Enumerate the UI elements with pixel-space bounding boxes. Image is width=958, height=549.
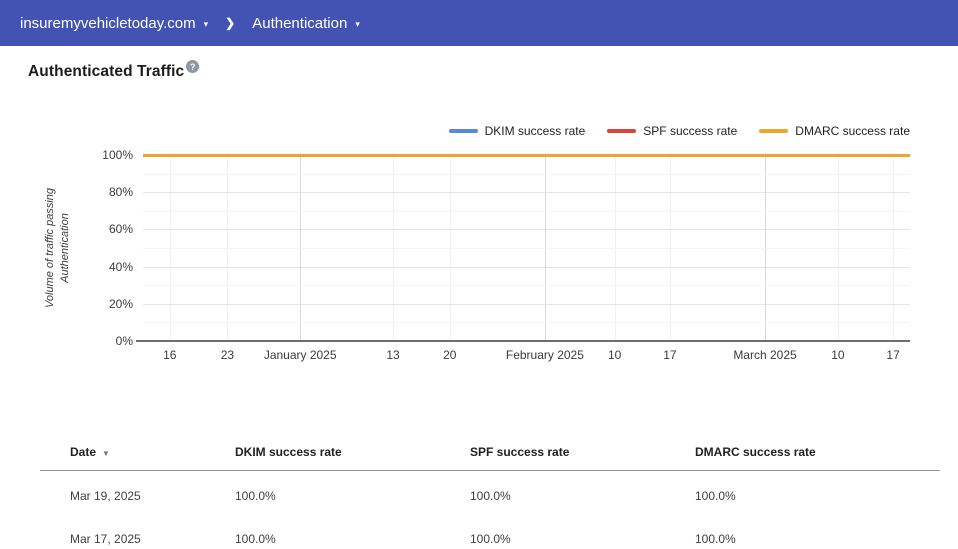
gridline-horizontal <box>143 210 910 212</box>
column-header-spf[interactable]: SPF success rate <box>470 445 570 459</box>
y-axis-title-line: Volume of traffic passing <box>44 187 56 309</box>
chart-legend: DKIM success rate SPF success rate DMARC s… <box>448 124 910 138</box>
gridline-horizontal <box>143 229 910 231</box>
page-title: Authenticated Traffic <box>28 63 185 80</box>
help-icon[interactable]: ? <box>186 60 200 73</box>
table-row: Mar 17, 2025 100.0% 100.0% 100.0% <box>40 514 940 549</box>
section-selector-authentication[interactable]: Authentication ▾ <box>252 15 360 32</box>
page-title-row: Authenticated Traffic ? <box>28 60 200 81</box>
breadcrumb-chevron-icon: ❯ <box>225 16 236 30</box>
gridline-horizontal <box>143 285 910 287</box>
x-axis-tick-label: 10 <box>608 348 622 362</box>
x-axis-tick-label: 23 <box>220 348 235 362</box>
gridline-horizontal <box>143 303 910 305</box>
series-line-dmarc <box>143 153 910 157</box>
legend-swatch-icon <box>607 129 637 133</box>
y-axis-tick-label: 100% <box>102 148 133 162</box>
column-header-dkim[interactable]: DKIM success rate <box>235 445 342 459</box>
section-selector-label: Authentication <box>252 14 348 32</box>
cell-dmarc: 100.0% <box>695 532 736 546</box>
column-header-date[interactable]: Date ▼ <box>70 445 235 459</box>
gridline-horizontal <box>143 173 910 175</box>
x-axis-tick-label: 16 <box>163 348 177 362</box>
domain-selector-label: insuremyvehicletoday.com <box>20 14 196 32</box>
x-axis-tick-label: January 2025 <box>263 348 337 362</box>
gridline-horizontal <box>143 322 910 324</box>
legend-label: SPF success rate <box>643 124 738 138</box>
cell-date: Mar 19, 2025 <box>70 489 141 503</box>
legend-item-dmarc: DMARC success rate <box>759 124 910 138</box>
x-axis-tick-label: March 2025 <box>733 348 797 362</box>
y-axis-tick-label: 0% <box>115 334 133 348</box>
x-axis-tick-label: 20 <box>443 348 457 362</box>
auth-results-table: Date ▼ DKIM success rate SPF success rat… <box>40 432 940 549</box>
gridline-horizontal <box>143 248 910 249</box>
column-header-dmarc[interactable]: DMARC success rate <box>695 445 816 459</box>
legend-swatch-icon <box>759 129 789 133</box>
cell-date: Mar 17, 2025 <box>70 532 141 546</box>
x-axis-tick-label: 13 <box>386 348 400 362</box>
gridline-horizontal <box>143 192 910 194</box>
x-axis-tick-label: 10 <box>831 348 845 362</box>
caret-down-icon: ▾ <box>355 18 360 29</box>
legend-item-spf: SPF success rate <box>607 124 737 138</box>
cell-dkim: 100.0% <box>235 532 276 546</box>
y-axis-tick-label: 80% <box>108 185 133 200</box>
table-header-row: Date ▼ DKIM success rate SPF success rat… <box>40 432 940 471</box>
domain-selector[interactable]: insuremyvehicletoday.com ▾ <box>20 15 208 32</box>
legend-swatch-icon <box>448 129 478 133</box>
y-axis-tick-label: 60% <box>108 222 133 237</box>
cell-spf: 100.0% <box>470 489 511 503</box>
y-axis-title: Volume of traffic passing Authentication <box>43 155 73 341</box>
sort-descending-icon: ▼ <box>102 448 110 458</box>
top-navigation-bar: insuremyvehicletoday.com ▾ ❯ Authenticat… <box>0 0 958 46</box>
gridline-horizontal <box>143 266 910 268</box>
table-row: Mar 19, 2025 100.0% 100.0% 100.0% <box>40 471 940 514</box>
x-axis-tick-label: 17 <box>886 348 900 362</box>
column-header-label: Date <box>70 445 97 459</box>
y-axis-tick-label: 40% <box>108 259 133 274</box>
caret-down-icon: ▾ <box>203 18 209 29</box>
x-axis-tick-label: February 2025 <box>505 348 584 362</box>
y-axis-tick-label: 20% <box>108 296 133 311</box>
y-axis-title-line: Authentication <box>59 213 71 283</box>
x-axis-tick-label: 17 <box>663 348 677 362</box>
legend-label: DMARC success rate <box>795 124 910 138</box>
legend-label: DKIM success rate <box>484 124 586 138</box>
cell-dmarc: 100.0% <box>695 489 736 503</box>
legend-item-dkim: DKIM success rate <box>448 124 586 138</box>
cell-dkim: 100.0% <box>235 489 276 503</box>
cell-spf: 100.0% <box>470 532 511 546</box>
x-axis-line <box>136 340 910 342</box>
